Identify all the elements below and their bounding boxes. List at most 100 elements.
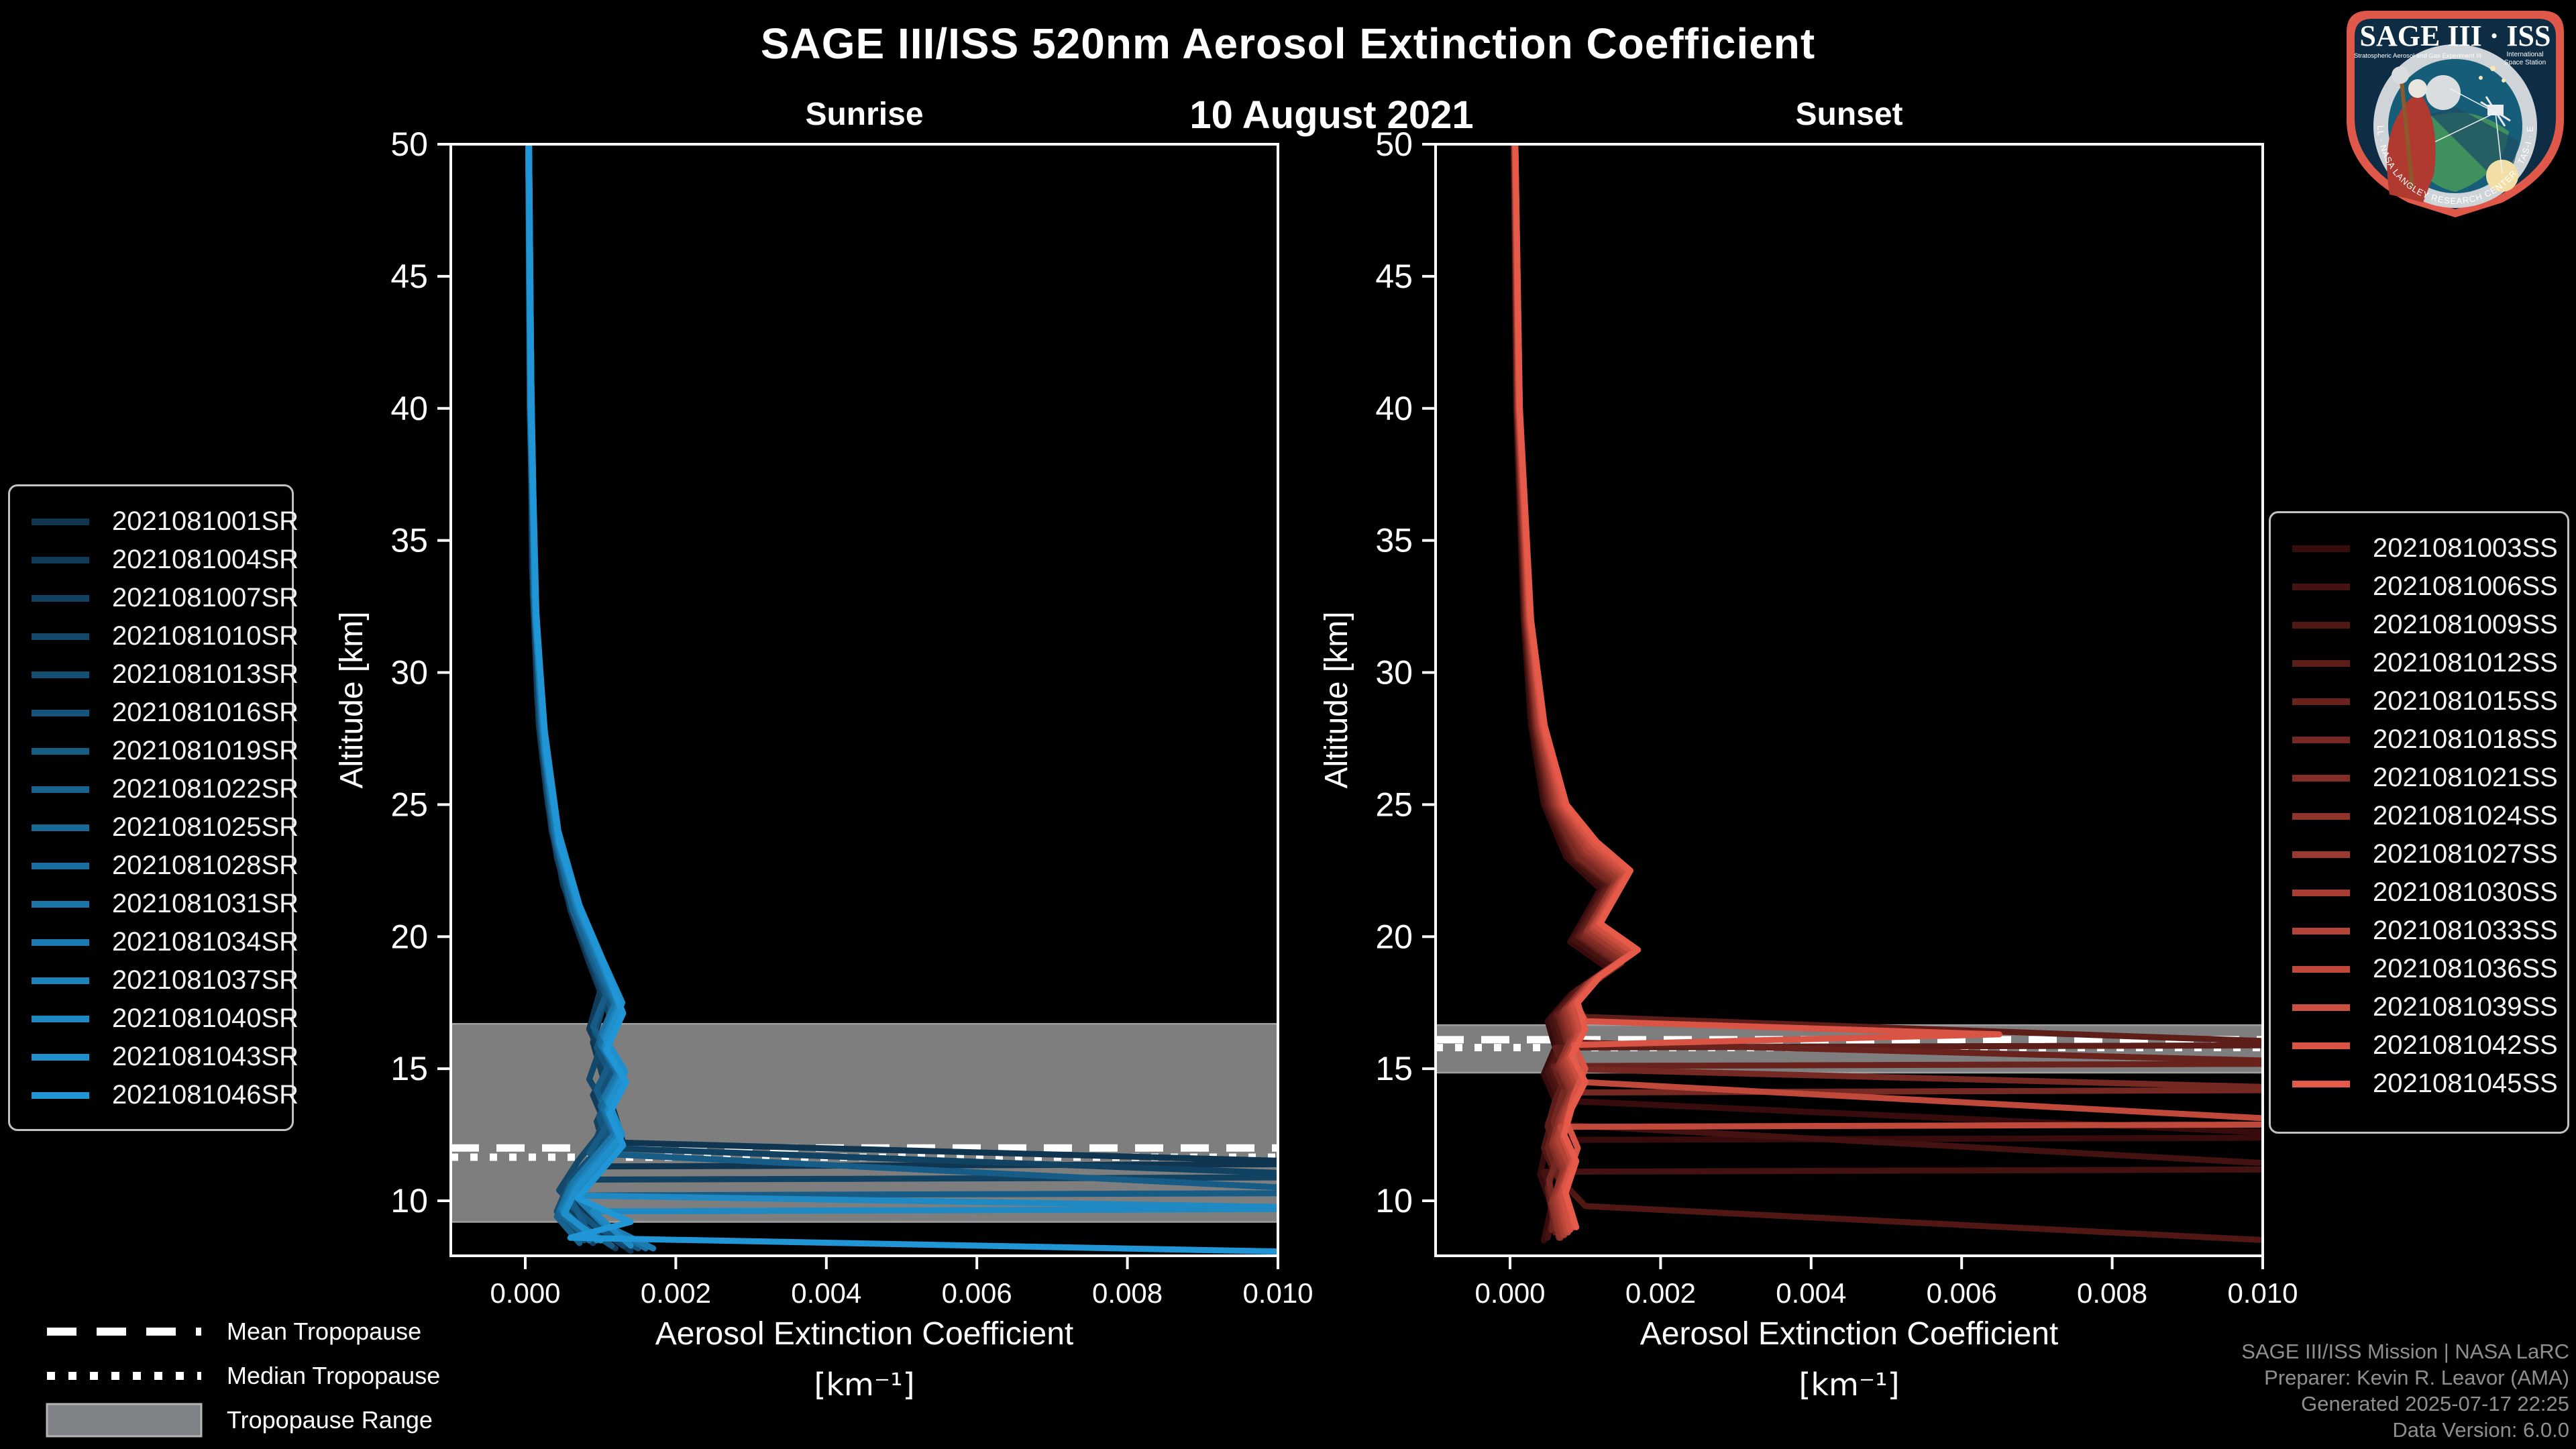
series-2021081046SR	[526, 144, 1278, 1255]
logo-sun	[2486, 160, 2518, 192]
x-tick-label: 0.010	[2227, 1277, 2298, 1309]
legend-line-swatch	[32, 938, 89, 946]
y-tick-label: 30	[1375, 654, 1413, 692]
legend-line-swatch	[32, 977, 89, 984]
legend-item: 2021081043SR	[10, 1038, 299, 1076]
credit-preparer: Preparer: Kevin R. Leavor (AMA)	[2264, 1366, 2569, 1389]
legend-line-swatch	[32, 709, 89, 716]
y-tick-label: 20	[390, 918, 428, 955]
legend-line-swatch	[2292, 736, 2350, 743]
sunrise-legend: 2021081001SR 2021081004SR 2021081007SR 2021…	[8, 484, 299, 1131]
legend-item: 2021081001SR	[10, 502, 299, 541]
figure-date: 10 August 2021	[1189, 93, 1474, 137]
x-axis-label: Aerosol Extinction Coefficient	[655, 1316, 1073, 1352]
logo-figure	[2387, 93, 2436, 203]
legend-line-swatch	[32, 594, 89, 602]
legend-item: 2021081009SS	[2271, 606, 2567, 644]
legend-item: 2021081013SR	[10, 655, 299, 694]
legend-line-swatch	[32, 671, 89, 678]
legend-line-swatch	[32, 747, 89, 755]
series-group	[525, 144, 1278, 1255]
median-tropopause-label: Median Tropopause	[227, 1362, 441, 1389]
legend-item: 2021081033SS	[2271, 912, 2567, 950]
legend-line-swatch	[32, 824, 89, 831]
y-tick-label: 35	[1375, 522, 1413, 559]
logo-staff-orb	[2392, 66, 2409, 84]
logo-subtitle-right-2: Space Station	[2504, 59, 2546, 66]
x-tick-label: 0.004	[1776, 1277, 1846, 1309]
legend-event-label: 2021081043SR	[112, 1042, 299, 1071]
x-tick-label: 0.010	[1242, 1277, 1313, 1309]
legend-line-swatch	[32, 556, 89, 564]
panel-sunset: 0.000 0.002 0.004 0.006 0.008 0.010 50 45 40 35 30…	[1319, 97, 2298, 1403]
y-tick-label: 50	[390, 125, 428, 163]
legend-line-swatch	[2292, 1004, 2350, 1011]
x-tick-label: 0.002	[641, 1277, 711, 1309]
sunset-legend: 2021081003SS 2021081006SS 2021081009SS 2021…	[2269, 511, 2569, 1134]
legend-event-label: 2021081007SR	[112, 583, 299, 612]
y-axis-label: Altitude [km]	[1319, 611, 1354, 788]
legend-event-label: 2021081033SS	[2373, 916, 2558, 945]
legend-item: 2021081030SS	[2271, 873, 2567, 912]
legend-event-label: 2021081027SS	[2373, 839, 2558, 869]
x-tick-label: 0.006	[1927, 1277, 1997, 1309]
legend-event-label: 2021081039SS	[2373, 992, 2558, 1022]
legend-line-swatch	[32, 518, 89, 525]
legend-line-swatch	[2292, 965, 2350, 973]
tropopause-legend: Mean Tropopause Median Tropopause Tropop…	[40, 1309, 644, 1442]
legend-line-swatch	[32, 786, 89, 793]
legend-event-label: 2021081009SS	[2373, 610, 2558, 639]
y-tick-label: 30	[390, 654, 428, 692]
legend-item: 2021081037SR	[10, 961, 299, 1000]
legend-event-label: 2021081040SR	[112, 1004, 299, 1033]
legend-line-swatch	[32, 1053, 89, 1061]
legend-event-label: 2021081031SR	[112, 889, 299, 918]
legend-event-label: 2021081036SS	[2373, 954, 2558, 983]
legend-line-swatch	[32, 633, 89, 640]
legend-event-label: 2021081045SS	[2373, 1069, 2558, 1098]
logo-staff	[2400, 80, 2414, 189]
x-axis-unit: [km⁻¹]	[1799, 1366, 1899, 1403]
legend-line-swatch	[2292, 889, 2350, 896]
x-tick-label: 0.004	[791, 1277, 861, 1309]
legend-line-swatch	[2292, 545, 2350, 552]
legend-item: 2021081045SS	[2271, 1065, 2567, 1103]
legend-item: 2021081019SR	[10, 732, 299, 770]
credits-block: SAGE III/ISS Mission | NASA LaRC Prepare…	[2241, 1338, 2569, 1443]
legend-line-swatch	[2292, 851, 2350, 858]
x-tick-label: 0.002	[1625, 1277, 1696, 1309]
logo-moon	[2426, 75, 2461, 110]
legend-event-label: 2021081034SR	[112, 927, 299, 957]
legend-event-label: 2021081021SS	[2373, 763, 2558, 792]
series-group	[1511, 144, 2263, 1244]
y-axis-label: Altitude [km]	[334, 611, 370, 788]
y-tick-label: 40	[390, 390, 428, 427]
legend-event-label: 2021081003SS	[2373, 533, 2558, 563]
legend-event-label: 2021081042SS	[2373, 1030, 2558, 1060]
legend-item: 2021081040SR	[10, 1000, 299, 1038]
y-tick-label: 15	[1375, 1050, 1413, 1087]
x-tick-label: 0.000	[1474, 1277, 1545, 1309]
legend-line-swatch	[32, 900, 89, 908]
legend-event-label: 2021081016SR	[112, 698, 299, 727]
tropopause-range-patch-sample	[46, 1403, 203, 1438]
legend-item: 2021081010SR	[10, 617, 299, 655]
y-tick-label: 40	[1375, 390, 1413, 427]
x-axis-label: Aerosol Extinction Coefficient	[1640, 1316, 2058, 1352]
legend-line-swatch	[2292, 774, 2350, 782]
y-tick-label: 50	[1375, 125, 1413, 163]
legend-line-swatch	[32, 1091, 89, 1099]
mean-tropopause-dash-sample	[47, 1328, 201, 1336]
y-tick-label: 20	[1375, 918, 1413, 955]
logo-subtitle-left: Stratospheric Aerosol and Gas Experiment…	[2354, 52, 2481, 60]
x-axis-unit: [km⁻¹]	[814, 1366, 914, 1403]
legend-line-swatch	[2292, 698, 2350, 705]
legend-event-label: 2021081018SS	[2373, 724, 2558, 754]
credit-generated: Generated 2025-07-17 22:25	[2301, 1392, 2569, 1415]
legend-event-label: 2021081013SR	[112, 659, 299, 689]
y-tick-label: 10	[1375, 1182, 1413, 1220]
tropopause-range-label: Tropopause Range	[227, 1406, 433, 1434]
legend-event-label: 2021081028SR	[112, 851, 299, 880]
panel-sunrise: 0.000 0.002 0.004 0.006 0.008 0.010 50 45 40 35 30…	[334, 97, 1313, 1403]
legend-line-swatch	[2292, 1042, 2350, 1049]
